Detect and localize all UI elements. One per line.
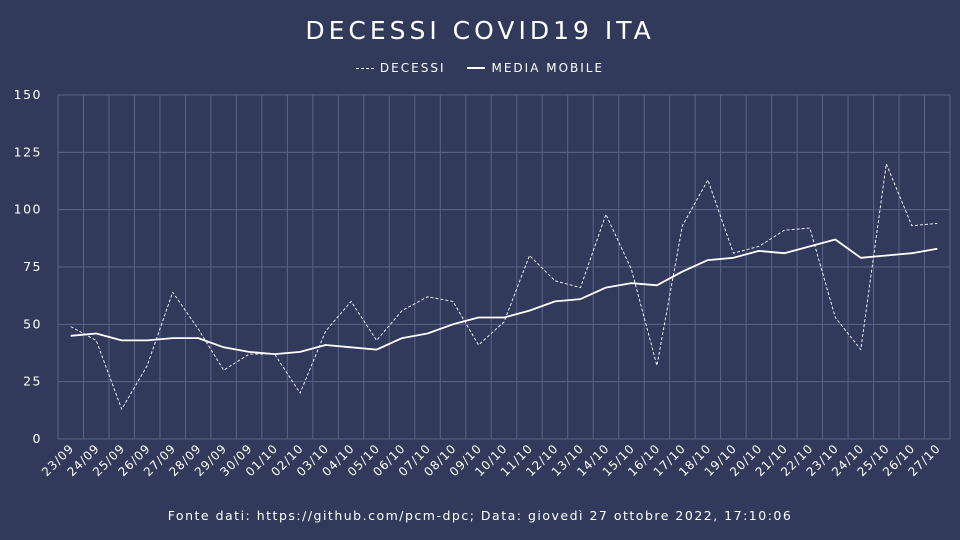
- legend-item-media-mobile: MEDIA MOBILE: [467, 61, 604, 75]
- series-line-decessi: [70, 163, 938, 410]
- legend-swatch-dashed: [355, 67, 374, 69]
- y-tick-label: 50: [23, 316, 42, 331]
- chart-title: DECESSI COVID19 ITA: [305, 16, 655, 45]
- y-tick-label: 0: [33, 431, 42, 446]
- y-tick-label: 125: [14, 144, 42, 159]
- legend-item-decessi: DECESSI: [355, 61, 446, 75]
- y-tick-label: 150: [14, 87, 42, 102]
- legend-label-decessi: DECESSI: [379, 61, 446, 75]
- legend-swatch-solid: [467, 67, 486, 69]
- footer-source: Fonte dati: https://github.com/pcm-dpc; …: [167, 508, 793, 523]
- y-tick-label: 100: [14, 202, 42, 217]
- chart-legend: DECESSI MEDIA MOBILE: [0, 61, 960, 75]
- legend-label-media-mobile: MEDIA MOBILE: [491, 61, 605, 75]
- y-tick-label: 75: [23, 259, 42, 274]
- series-line-media-mobile: [70, 238, 938, 356]
- y-tick-label: 25: [23, 374, 42, 389]
